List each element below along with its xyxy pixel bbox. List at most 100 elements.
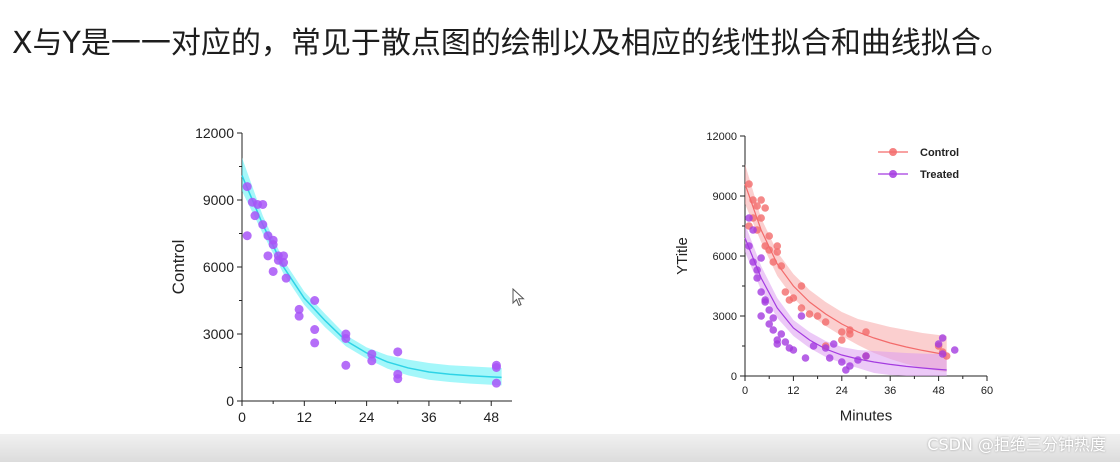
data-point-treated	[757, 312, 765, 320]
y-tick-label: 3000	[203, 326, 234, 342]
data-point-treated	[769, 314, 778, 322]
legend-label: Control	[920, 147, 959, 159]
y-axis-label: Control	[169, 240, 188, 295]
data-point-control	[761, 204, 769, 212]
data-point-treated	[745, 242, 753, 250]
fit-curve	[241, 175, 502, 379]
data-point-control	[838, 336, 846, 344]
y-axis-label: YTitle	[674, 237, 691, 275]
data-point	[279, 258, 289, 268]
data-point-control	[862, 328, 870, 336]
scatter-chart-control: 012243648030006000900012000MinutesContro…	[169, 125, 512, 454]
data-point	[491, 363, 501, 372]
page-title: X与Y是一一对应的，常见于散点图的绘制以及相应的线性拟合和曲线拟合。	[12, 26, 1011, 61]
data-point	[341, 333, 351, 343]
data-point-control	[846, 330, 854, 338]
data-point	[279, 251, 289, 261]
confidence-band-treated	[745, 224, 947, 376]
data-point	[491, 378, 501, 388]
data-point	[250, 211, 260, 221]
data-point-control	[765, 232, 773, 240]
data-point-control	[821, 318, 830, 326]
data-point	[242, 231, 252, 241]
legend-swatch-marker	[889, 148, 897, 156]
legend-label: Treated	[920, 169, 959, 181]
x-tick-label: 0	[238, 409, 246, 425]
x-tick-label: 36	[421, 409, 437, 425]
data-point-treated	[821, 344, 830, 352]
data-point-treated	[765, 320, 773, 328]
bottom-bar	[0, 434, 1120, 462]
x-tick-label: 0	[742, 385, 748, 397]
data-point	[310, 296, 320, 305]
data-point-treated	[753, 274, 761, 282]
data-point-treated	[749, 258, 757, 266]
data-point-control	[781, 288, 790, 296]
data-point-control	[757, 214, 765, 222]
data-point-control	[757, 196, 765, 204]
data-point-control	[813, 312, 822, 320]
y-tick-label: 12000	[195, 125, 234, 141]
data-point-treated	[950, 346, 959, 354]
y-tick-label: 0	[226, 393, 234, 409]
data-point-control	[773, 242, 782, 250]
data-point-treated	[789, 346, 798, 354]
data-point	[281, 273, 291, 283]
x-tick-label: 12	[297, 409, 313, 425]
data-point-treated	[938, 334, 947, 342]
data-point-treated	[749, 226, 757, 234]
data-point-treated	[934, 340, 943, 348]
y-tick-label: 0	[731, 371, 737, 383]
data-point-treated	[777, 330, 786, 338]
data-point	[263, 251, 273, 261]
watermark: CSDN @拒绝三分钟热度	[927, 435, 1106, 454]
data-point-control	[765, 246, 773, 254]
y-tick-label: 6000	[203, 259, 234, 275]
data-point-treated	[745, 214, 753, 222]
fit-curve-treated	[744, 237, 947, 371]
data-point	[310, 338, 320, 348]
data-point-treated	[797, 312, 806, 320]
data-point-treated	[829, 340, 838, 348]
data-point	[367, 356, 377, 366]
data-point	[242, 182, 252, 192]
data-point-treated	[862, 352, 870, 360]
data-point-treated	[809, 342, 818, 350]
data-point	[258, 199, 268, 209]
x-tick-label: 24	[359, 409, 375, 425]
x-tick-label: 12	[787, 385, 799, 397]
data-point-control	[769, 258, 778, 266]
y-tick-label: 9000	[203, 192, 234, 208]
scatter-chart-control-vs-treated: 0 12 24 36 48 60 0 3000 6000 9000 12000 Minutes YTit…	[674, 131, 993, 425]
data-point	[341, 360, 351, 370]
data-point-treated	[938, 350, 947, 358]
data-point-treated	[753, 266, 761, 274]
data-point-treated	[825, 354, 834, 362]
data-point	[258, 220, 268, 230]
mouse-cursor-icon	[512, 288, 525, 307]
data-point-control	[773, 248, 782, 256]
data-point-control	[805, 310, 814, 318]
data-point-control	[745, 180, 753, 188]
data-point	[294, 304, 304, 314]
y-tick-label: 9000	[713, 191, 737, 203]
data-point-control	[797, 282, 806, 290]
data-point	[367, 349, 377, 359]
data-point-treated	[769, 326, 778, 334]
data-point	[268, 240, 278, 250]
data-point-treated	[846, 362, 854, 370]
x-tick-label: 48	[932, 385, 944, 397]
data-point	[393, 374, 403, 384]
data-point-treated	[757, 254, 765, 262]
data-point	[310, 325, 320, 335]
data-point-control	[797, 304, 806, 312]
data-point-treated	[781, 338, 790, 346]
data-point-treated	[801, 354, 810, 362]
x-tick-label: 60	[981, 385, 993, 397]
data-point-treated	[757, 288, 765, 296]
x-tick-label: 24	[836, 385, 848, 397]
data-point-control	[753, 202, 761, 210]
data-point-treated	[838, 358, 846, 366]
data-point-control	[789, 294, 798, 302]
data-point-treated	[854, 356, 862, 364]
